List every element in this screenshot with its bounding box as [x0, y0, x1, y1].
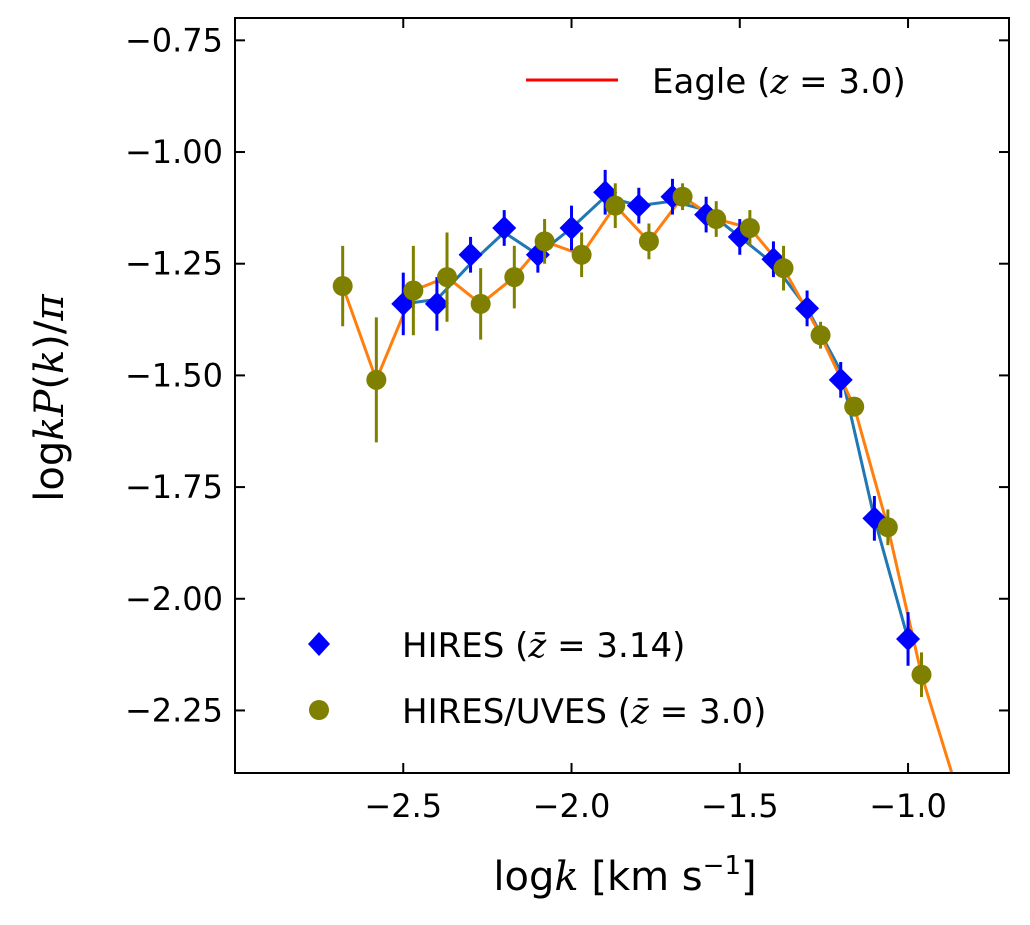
data-point-circle	[911, 664, 932, 685]
data-point-diamond	[492, 215, 517, 240]
data-layer	[332, 169, 954, 773]
data-point-circle	[437, 267, 458, 288]
data-point-circle	[638, 231, 659, 252]
data-point-circle	[504, 267, 525, 288]
axis-ticks: −2.5 −2.0 −1.5 −1.0 −0.75 −1.00 −1.25 −1.50 −1.7…	[125, 18, 1009, 825]
data-point-diamond	[458, 242, 483, 267]
data-point-circle	[332, 276, 353, 297]
y-tick-label: −2.00	[125, 580, 223, 618]
series-line-3	[341, 195, 954, 773]
y-axis-label: logkP(k)/π	[27, 294, 73, 502]
data-point-diamond	[559, 215, 584, 240]
y-tick-label: −1.00	[125, 133, 223, 171]
data-point-circle	[534, 231, 555, 252]
legend-eagle-label: Eagle (z = 3.0)	[652, 62, 906, 102]
y-tick-label: −1.50	[125, 356, 223, 394]
legend-hires-marker	[308, 632, 330, 656]
data-point-circle	[470, 293, 491, 314]
x-axis-label: logk [km s−1]	[493, 851, 756, 900]
x-tick-label: −2.5	[364, 787, 442, 825]
series-line-2	[403, 195, 910, 640]
data-point-circle	[810, 325, 831, 346]
x-tick-label: −1.5	[701, 787, 779, 825]
legend-hires-uves-marker	[309, 700, 329, 720]
data-point-circle	[739, 217, 760, 238]
data-point-circle	[706, 209, 727, 230]
y-tick-label: −0.75	[125, 21, 223, 59]
data-point-circle	[571, 244, 592, 265]
data-point-diamond	[626, 193, 651, 218]
legend-top: Eagle (z = 3.0)	[526, 62, 906, 102]
data-point-circle	[605, 195, 626, 216]
data-point-circle	[403, 280, 424, 301]
data-point-circle	[877, 517, 898, 538]
data-point-diamond	[896, 626, 921, 651]
data-point-circle	[773, 258, 794, 279]
plot-frame	[234, 17, 1010, 774]
legend-hires-label: HIRES (z̄ = 3.14)	[402, 626, 685, 666]
x-tick-label: −2.0	[533, 787, 611, 825]
data-point-circle	[844, 396, 865, 417]
data-point-circle	[672, 186, 693, 207]
y-tick-label: −1.25	[125, 245, 223, 283]
legend-hires-uves-label: HIRES/UVES (z̄ = 3.0)	[402, 692, 766, 732]
y-tick-label: −2.25	[125, 691, 223, 729]
data-point-diamond	[795, 296, 820, 321]
x-tick-label: −1.0	[869, 787, 947, 825]
data-point-diamond	[828, 367, 853, 392]
data-point-circle	[366, 369, 387, 390]
data-point-diamond	[424, 291, 449, 316]
y-tick-label: −1.75	[125, 468, 223, 506]
legend-bottom: HIRES (z̄ = 3.14) HIRES/UVES (z̄ = 3.0)	[308, 626, 766, 732]
